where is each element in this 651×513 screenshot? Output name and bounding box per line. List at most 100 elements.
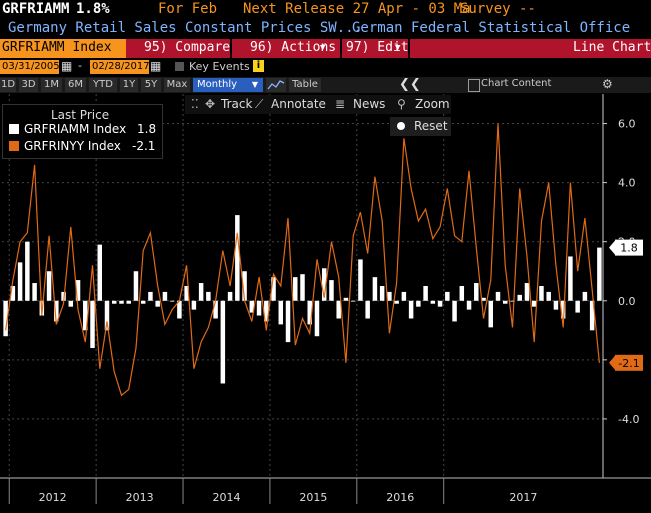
toolbar: GRFRIAMM Index 95) Compare 96) Actions ▼… [0, 39, 651, 58]
bar [481, 297, 486, 301]
collapse-icon[interactable]: ❮❮ [399, 77, 421, 92]
bar [401, 291, 407, 301]
legend: Last Price GRFRIAMM Index 1.8 GRFRINYY I… [2, 104, 163, 159]
bar [68, 300, 74, 307]
actions-label: 96) Actions [250, 40, 337, 55]
last-value-labels: 1.8 -2.1 [609, 239, 643, 371]
bar [162, 291, 168, 301]
last-value-text: -2.1 [618, 357, 639, 370]
bar [285, 300, 291, 343]
period-1y[interactable]: 1Y [120, 78, 138, 92]
bar [213, 300, 218, 319]
legend-entry-value: -2.1 [132, 139, 156, 153]
bar [539, 286, 544, 301]
bar [32, 283, 37, 301]
bar [75, 280, 81, 301]
x-tick-label: 2013 [126, 491, 154, 504]
ticker-title: GRFRIAMM [2, 1, 70, 17]
period-1m[interactable]: 1M [41, 78, 62, 92]
bar [293, 277, 298, 301]
line-chart-icon[interactable] [266, 78, 286, 92]
table-button[interactable]: Table [289, 78, 321, 92]
key-events-label: Key Events [189, 60, 250, 73]
bar [589, 300, 595, 331]
start-date-input[interactable]: 03/31/2005 [0, 60, 60, 74]
y-tick-label: 4.0 [618, 177, 636, 190]
period-6m[interactable]: 6M [65, 78, 86, 92]
bar [321, 268, 327, 301]
bar [452, 300, 457, 322]
dots-handle-icon: ⁚⁚ [191, 97, 199, 111]
end-date-input[interactable]: 02/28/2017 [90, 60, 150, 74]
bar [25, 241, 30, 301]
legend-entry-value: 1.8 [137, 122, 157, 136]
gridlines [2, 94, 603, 478]
edit-button[interactable]: 97) Edit ▼ [342, 39, 409, 58]
bar [582, 291, 588, 301]
period-3d[interactable]: 3D [19, 78, 38, 92]
actions-button[interactable]: 96) Actions ▼ [232, 39, 340, 58]
toolbar-divider [408, 39, 410, 58]
bar [510, 300, 515, 302]
pencil-icon: ⟋ [255, 97, 264, 111]
chart-type-label: Line Chart [573, 40, 651, 55]
period-ytd[interactable]: YTD [89, 78, 117, 92]
x-tick-label: 2012 [39, 491, 67, 504]
ticker-index-field[interactable]: GRFRIAMM Index [0, 39, 126, 58]
zoom-button[interactable]: Zoom [415, 97, 450, 111]
bar [466, 300, 472, 310]
bar [300, 274, 305, 301]
period-1d[interactable]: 1D [0, 78, 16, 92]
bar [140, 300, 146, 304]
bar [249, 300, 255, 313]
chart-area[interactable]: 6.04.02.00.0-2.0-4.0 2012201320142015201… [0, 94, 651, 513]
last-value-tag [615, 354, 643, 371]
chart-content-button[interactable]: Chart Content [481, 78, 552, 89]
period-bar: 1D 3D 1M 6M YTD 1Y 5Y Max Monthly ▼ Tabl… [0, 77, 651, 93]
bar [46, 271, 52, 301]
calendar-icon[interactable]: ▦ [150, 59, 162, 73]
header-bar: GRFRIAMM 1.8% For Feb Next Release 27 Ap… [0, 0, 651, 18]
legend-swatch-line [9, 141, 19, 151]
bar [387, 291, 392, 301]
legend-entry-name: GRFRINYY Index [24, 139, 121, 153]
last-value-tag [615, 239, 643, 256]
bar [531, 300, 537, 307]
news-button[interactable]: News [353, 97, 386, 111]
compare-button[interactable]: 95) Compare [140, 39, 230, 58]
last-value-pointer [609, 240, 615, 255]
chevron-down-icon: ▼ [395, 43, 401, 53]
bar [10, 286, 16, 301]
info-icon[interactable]: i [253, 60, 264, 72]
bar [488, 300, 494, 328]
settings-gear-icon[interactable]: ⚙ [602, 77, 613, 91]
legend-swatch-bar [9, 124, 19, 134]
bar [271, 277, 276, 301]
survey: Survey -- [460, 1, 536, 17]
period-max[interactable]: Max [164, 78, 190, 92]
frequency-select[interactable]: Monthly ▼ [193, 78, 263, 92]
bar [242, 271, 247, 301]
ticker-index-label: GRFRIAMM Index [2, 40, 112, 55]
track-button[interactable]: Track [221, 97, 253, 111]
bar [350, 300, 356, 302]
bar [343, 297, 349, 301]
chart-type-button[interactable]: Line Chart [560, 39, 651, 58]
reset-button[interactable]: Reset [414, 119, 448, 133]
news-icon: ≣ [335, 97, 346, 111]
period-5y[interactable]: 5Y [141, 78, 161, 92]
annotate-button[interactable]: Annotate [271, 97, 326, 111]
x-tick-label: 2014 [212, 491, 240, 504]
bar [83, 300, 88, 331]
toolbar-divider [230, 39, 232, 58]
bar [90, 300, 95, 349]
bar [111, 300, 117, 304]
bar [336, 300, 341, 319]
subheader-bar: Germany Retail Sales Constant Prices SW.… [0, 19, 651, 37]
bar [546, 291, 551, 301]
key-events-checkbox[interactable] [175, 62, 184, 71]
calendar-icon[interactable]: ▦ [61, 59, 73, 73]
reset-control[interactable]: Reset [390, 117, 451, 136]
bar [430, 300, 436, 304]
for-label: For Feb [158, 1, 218, 17]
